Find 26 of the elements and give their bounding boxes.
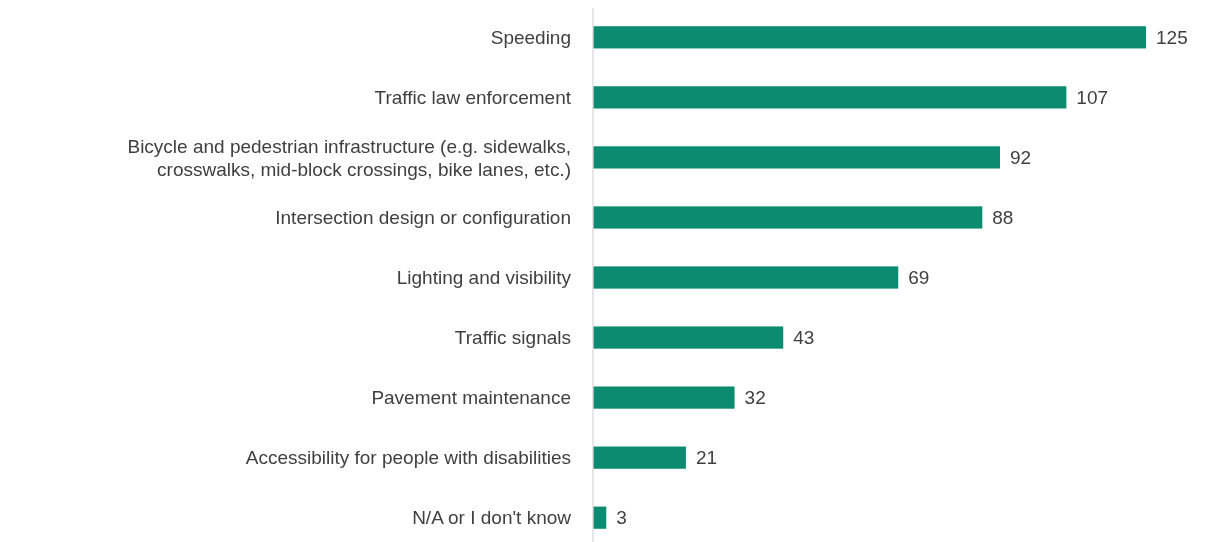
bar — [593, 386, 735, 409]
y-tick-label: Bicycle and pedestrian infrastructure (e.g. sidewalks, crosswalks, mid-block crossings, bike lanes, etc.) — [127, 135, 571, 180]
bar — [593, 146, 1001, 169]
data-label: 92 — [1010, 147, 1032, 169]
data-label: 21 — [695, 447, 718, 469]
data-label: 32 — [744, 387, 766, 409]
y-tick-label: Lighting and visibility — [396, 267, 572, 289]
data-label: 69 — [908, 267, 930, 289]
bar — [593, 86, 1067, 109]
data-label: 107 — [1076, 87, 1109, 109]
y-tick-label: Accessibility for people with disabilities — [245, 447, 571, 469]
y-tick-label: Traffic law enforcement — [374, 87, 572, 109]
bar — [593, 446, 686, 469]
data-label: 88 — [992, 207, 1014, 229]
bar — [593, 206, 983, 229]
y-tick-label: Intersection design or configuration — [275, 207, 571, 229]
data-label: 125 — [1156, 26, 1188, 48]
y-tick-label: Pavement maintenance — [371, 387, 571, 409]
data-label: 3 — [616, 507, 627, 529]
y-tick-label: N/A or I don't know — [412, 507, 572, 529]
bar — [593, 326, 784, 349]
y-tick-label: Speeding — [490, 26, 571, 48]
y-tick-label: Traffic signals — [454, 327, 571, 349]
bar — [593, 266, 899, 289]
data-label: 43 — [793, 327, 815, 349]
bar — [593, 26, 1146, 49]
